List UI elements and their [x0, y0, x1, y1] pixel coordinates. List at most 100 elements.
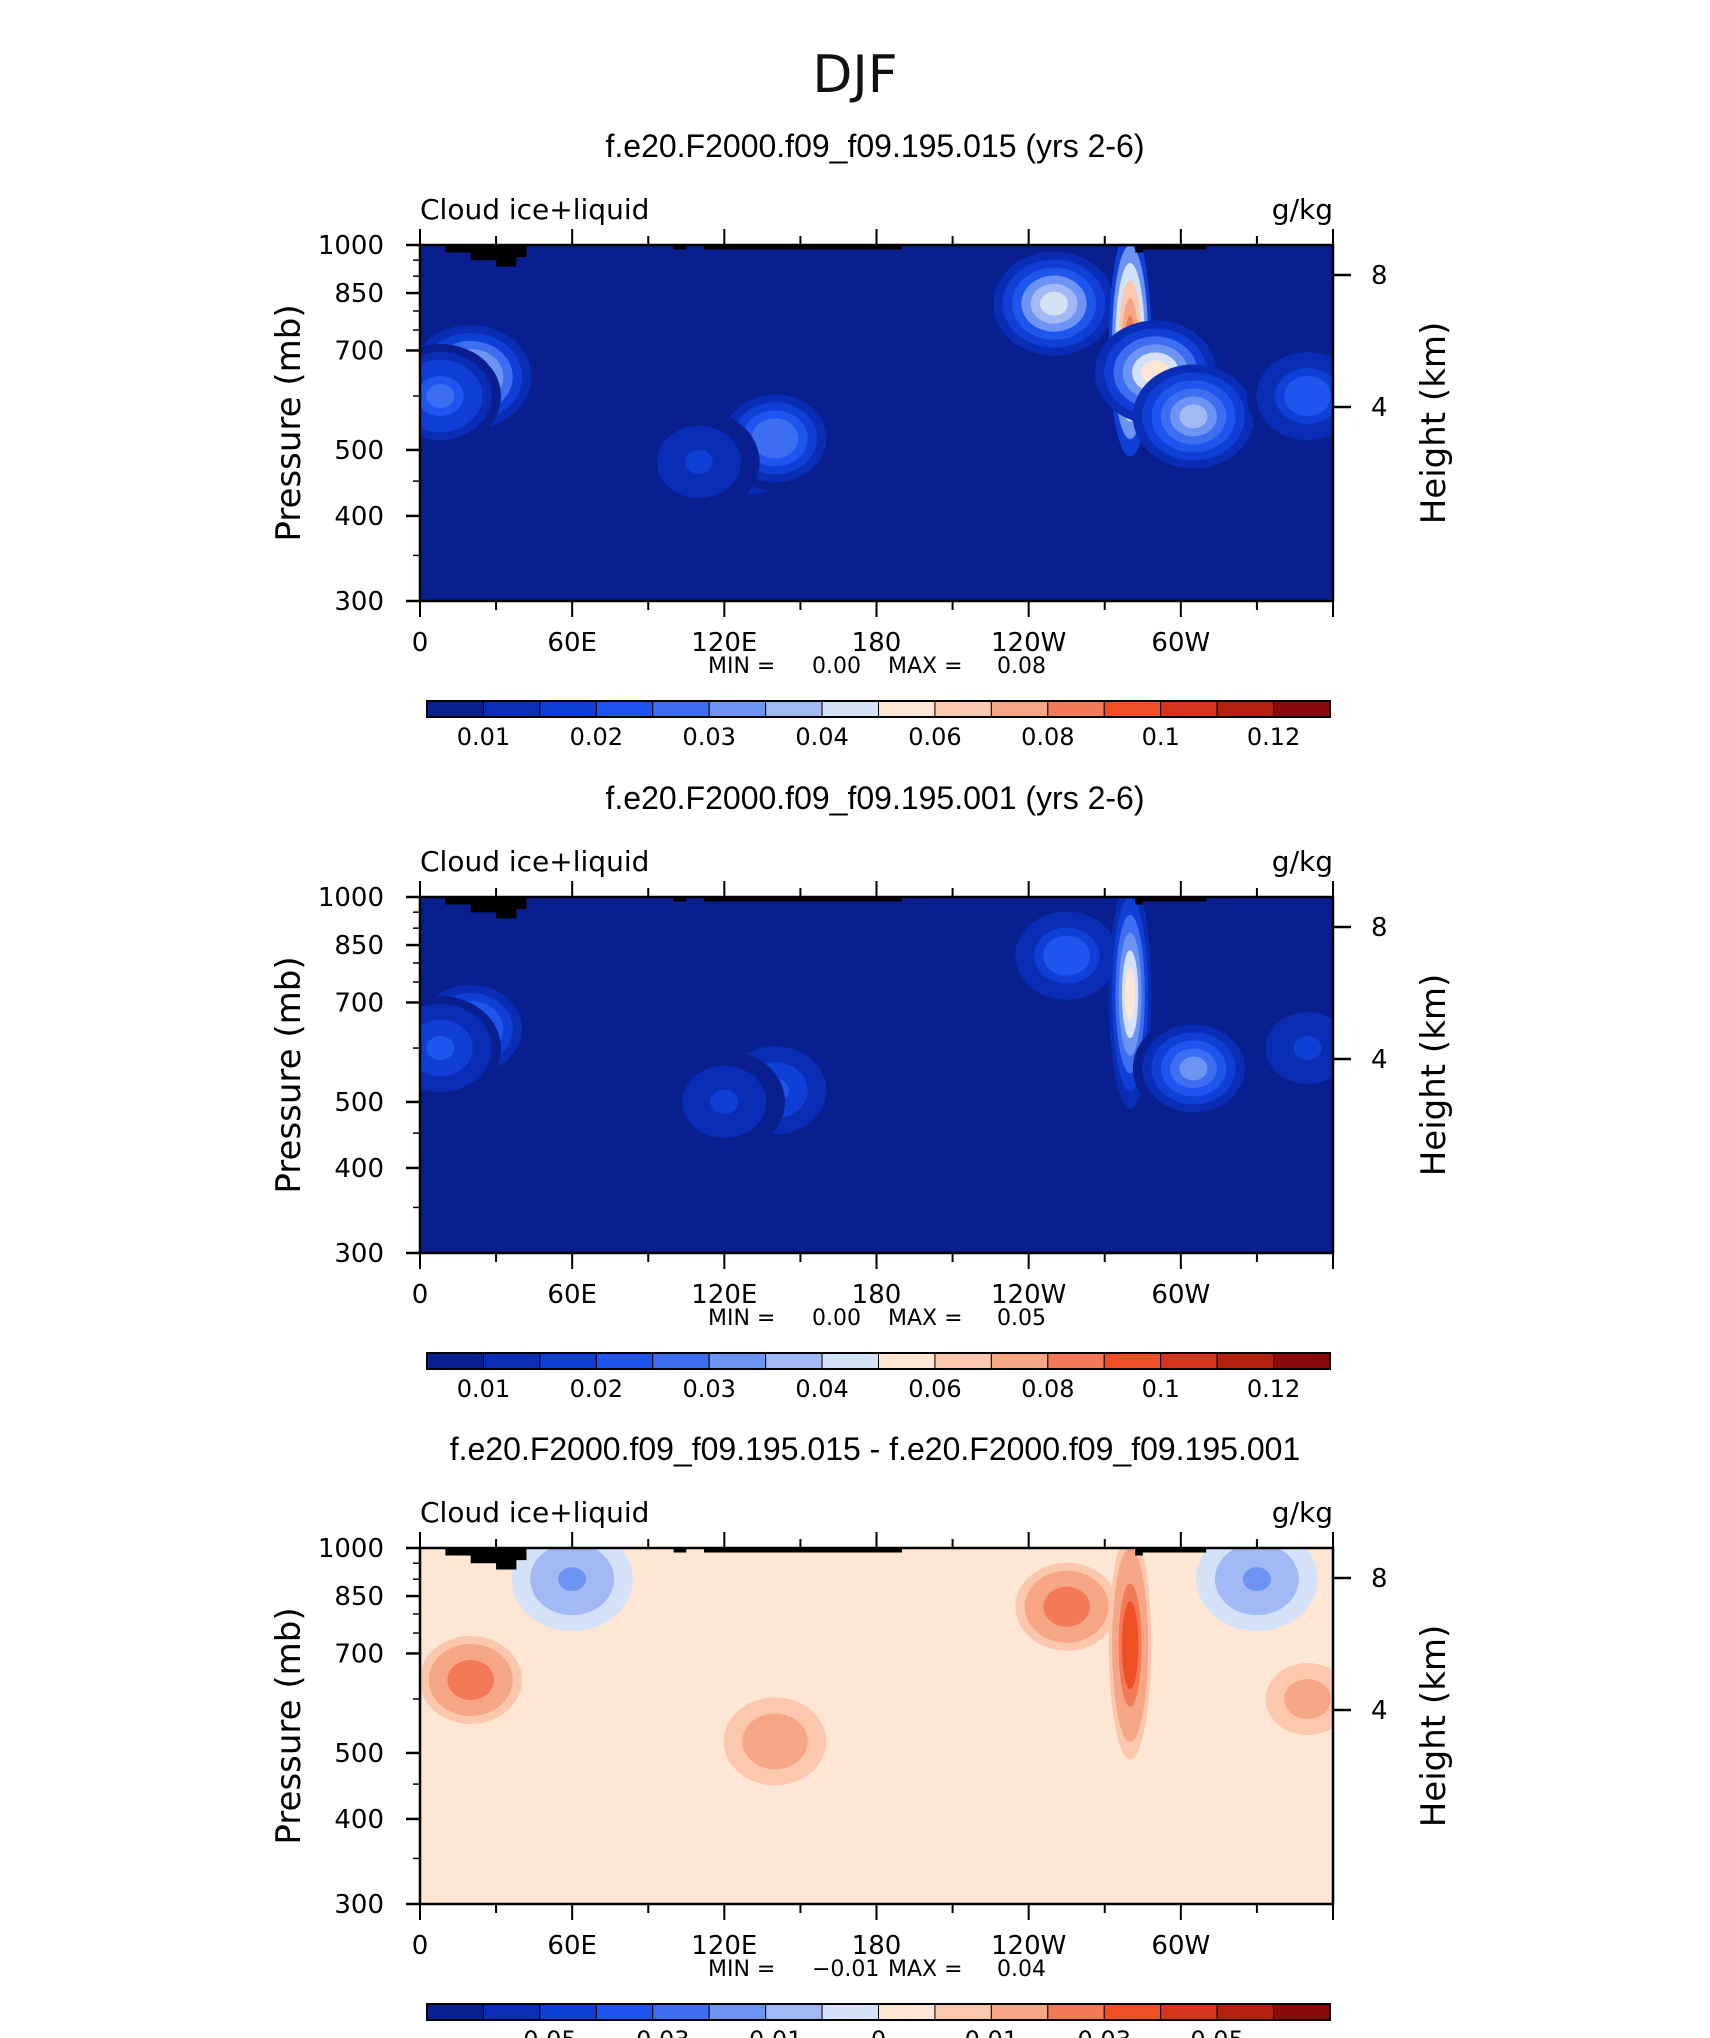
colorbar-swatch — [708, 2003, 767, 2021]
x-tick-label: 120E — [691, 628, 757, 658]
terrain-mask — [1135, 245, 1207, 253]
contour-blob — [1125, 1618, 1136, 1672]
min-label: MIN = — [708, 1957, 775, 1982]
colorbar-frame — [426, 2003, 1331, 2021]
x-tick-label: 120W — [991, 1931, 1066, 1961]
colorbar-swatch — [1216, 2003, 1275, 2021]
y-axis-label: Pressure (mb) — [269, 1607, 309, 1844]
colorbar-label: 0.02 — [570, 723, 623, 751]
variable-label: Cloud ice+liquid — [420, 845, 649, 878]
terrain-mask — [445, 1548, 527, 1570]
x-tick-label: 0 — [412, 1280, 429, 1310]
x-tick-label: 180 — [852, 628, 902, 658]
colorbar-label: 0.01 — [457, 723, 510, 751]
y-tick-label: 300 — [334, 1239, 384, 1269]
colorbar-swatch — [1273, 2003, 1331, 2021]
y-tick-label: 850 — [334, 931, 384, 961]
contour-blob — [1179, 1056, 1208, 1081]
colorbar-swatch — [482, 1352, 541, 1370]
panel-1: f.e20.F2000.f09_f09.195.015 (yrs 2-6) Clo… — [269, 128, 1454, 751]
x-tick-label: 60E — [547, 1931, 597, 1961]
colorbar-swatch — [765, 700, 823, 718]
colorbar-swatch — [1273, 700, 1331, 718]
contour-blob — [1242, 1567, 1271, 1592]
contour-blob — [1293, 1036, 1322, 1061]
x-tick-label: 180 — [852, 1931, 902, 1961]
y-tick-label: 500 — [334, 1088, 384, 1118]
colorbar-swatch — [1160, 1352, 1218, 1370]
colorbar-swatch — [426, 1352, 484, 1370]
colorbar-swatch — [821, 1352, 879, 1370]
colorbar-label: 0.1 — [1142, 723, 1180, 751]
colorbar-swatch — [990, 2003, 1049, 2021]
colorbar-swatch — [821, 2003, 879, 2021]
y-tick-label: 400 — [334, 502, 384, 532]
terrain-mask — [1135, 1548, 1207, 1556]
y-axis-label: Pressure (mb) — [269, 956, 309, 1193]
contour-blob — [1293, 384, 1322, 409]
colorbar-swatch — [990, 700, 1049, 718]
colorbar-swatch — [1047, 700, 1105, 718]
colorbar-swatch — [708, 700, 767, 718]
colorbar-swatch — [1103, 1352, 1162, 1370]
colorbar-label: 0.04 — [795, 1375, 848, 1403]
contour-blob — [456, 1667, 485, 1692]
colorbar-swatch — [652, 2003, 710, 2021]
min-label: MIN = — [708, 1306, 775, 1331]
colorbar: −0.05 −0.03 −0.01 0 0.01 0.03 0.05 — [426, 2003, 1331, 2038]
colorbar-swatch — [821, 700, 879, 718]
variable-label: Cloud ice+liquid — [420, 193, 649, 226]
min-value: 0.00 — [812, 1306, 861, 1331]
terrain-mask — [1135, 897, 1207, 905]
colorbar-frame — [426, 700, 1331, 718]
colorbar-label: 0 — [871, 2026, 886, 2038]
colorbar-label: 0.03 — [682, 1375, 735, 1403]
units-label: g/kg — [1272, 193, 1333, 226]
colorbar-swatch — [539, 2003, 597, 2021]
colorbar-swatch — [482, 2003, 541, 2021]
colorbar-swatch — [1047, 2003, 1105, 2021]
contour-field — [420, 1548, 1333, 1904]
colorbar-label: −0.05 — [503, 2026, 577, 2038]
max-label: MAX = — [888, 1306, 963, 1331]
y-tick-label: 300 — [334, 1890, 384, 1920]
y-tick-label: 500 — [334, 436, 384, 466]
colorbar-swatch — [1160, 700, 1218, 718]
contour-blob — [761, 426, 790, 451]
contour-field — [420, 245, 1333, 601]
panel-3: f.e20.F2000.f09_f09.195.015 - f.e20.F200… — [269, 1431, 1454, 2038]
colorbar-swatch — [990, 1352, 1049, 1370]
contour-blob — [684, 450, 713, 475]
height-tick-label: 8 — [1371, 1564, 1388, 1594]
colorbar: 0.01 0.02 0.03 0.04 0.06 0.08 0.1 0.12 — [426, 1352, 1331, 1403]
contour-blob — [1293, 1687, 1322, 1712]
y2-axis-label: Height (km) — [1414, 322, 1454, 525]
colorbar-swatch — [765, 1352, 823, 1370]
contour-blob — [558, 1567, 587, 1592]
contour-field — [420, 897, 1333, 1253]
max-value: 0.05 — [997, 1306, 1046, 1331]
x-tick-label: 120E — [691, 1931, 757, 1961]
contour-blob — [1052, 1594, 1081, 1619]
colorbar-swatch — [595, 1352, 654, 1370]
min-value: −0.01 — [812, 1957, 879, 1982]
terrain-mask — [445, 897, 527, 919]
y2-axis-label: Height (km) — [1414, 974, 1454, 1177]
y-tick-label: 1000 — [318, 231, 384, 261]
x-tick-label: 60W — [1151, 1931, 1210, 1961]
colorbar-swatch — [652, 1352, 710, 1370]
colorbar-swatch — [1273, 1352, 1331, 1370]
colorbar-swatch — [934, 700, 992, 718]
contour-blob — [1052, 943, 1081, 968]
panel-title: f.e20.F2000.f09_f09.195.015 (yrs 2-6) — [605, 128, 1144, 164]
x-tick-label: 0 — [412, 628, 429, 658]
y-tick-label: 1000 — [318, 1534, 384, 1564]
colorbar-swatch — [539, 700, 597, 718]
colorbar-label: 0.12 — [1247, 723, 1300, 751]
colorbar-label: 0.06 — [908, 1375, 961, 1403]
colorbar-label: 0.01 — [457, 1375, 510, 1403]
height-tick-label: 4 — [1371, 1696, 1388, 1726]
height-tick-label: 4 — [1371, 1045, 1388, 1075]
colorbar-label: 0.08 — [1021, 723, 1074, 751]
